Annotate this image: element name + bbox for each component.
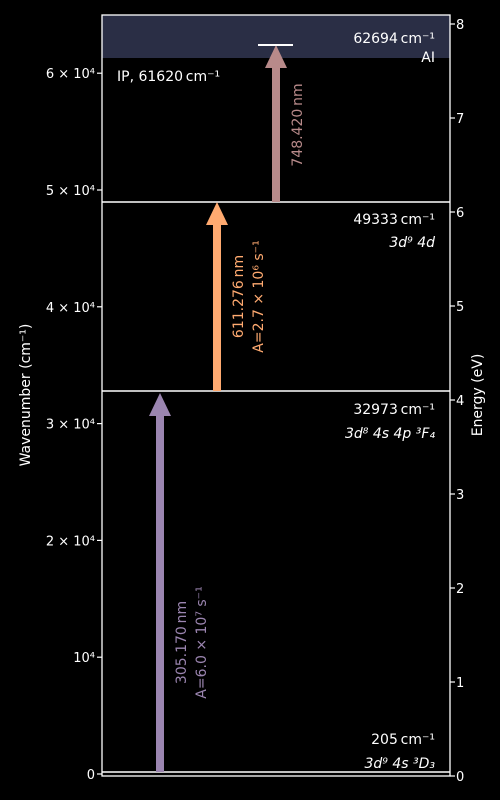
- right-tick-label: 8: [456, 18, 464, 33]
- left-tick-label: 6 × 10⁴: [46, 67, 95, 82]
- right-tick-label: 1: [456, 676, 464, 691]
- transition-arrow-head: [206, 202, 228, 225]
- left-tick-label: 0: [87, 768, 95, 783]
- right-tick-label: 0: [456, 770, 464, 785]
- level-config-label: 3d⁹ 4d: [389, 235, 435, 251]
- transition-rate-label: A=6.0 × 10⁷ s⁻¹: [194, 586, 210, 698]
- right-axis-label: Energy (eV): [470, 354, 486, 437]
- level-config-label: 3d⁸ 4s 4p ³F₄: [345, 426, 435, 442]
- transition-arrow-shaft: [213, 225, 221, 391]
- level-config-label: 3d⁹ 4s ³D₃: [364, 756, 435, 772]
- left-axis-label: Wavenumber (cm⁻¹): [18, 324, 34, 467]
- transition-wavelength-label: 305.170 nm: [174, 601, 190, 684]
- transition-arrow-head: [149, 393, 171, 416]
- transition-wavelength-label: 748.420 nm: [290, 83, 306, 166]
- level-energy-label: 49333 cm⁻¹: [353, 212, 435, 228]
- transition-wavelength-label: 611.276 nm: [231, 255, 247, 338]
- level-config-label: AI: [421, 50, 435, 66]
- right-tick-label: 7: [456, 112, 464, 127]
- ionization-potential-label: IP, 61620 cm⁻¹: [117, 69, 220, 85]
- right-tick-label: 2: [456, 582, 464, 597]
- transition-arrow-shaft: [272, 68, 280, 202]
- transition-arrow-head: [265, 45, 287, 68]
- left-tick-label: 10⁴: [73, 651, 95, 666]
- right-tick-label: 5: [456, 300, 464, 315]
- left-tick-label: 4 × 10⁴: [46, 301, 95, 316]
- right-tick-label: 6: [456, 206, 464, 221]
- left-tick-label: 2 × 10⁴: [46, 534, 95, 549]
- level-energy-label: 205 cm⁻¹: [371, 732, 435, 748]
- transition-rate-label: A=2.7 × 10⁶ s⁻¹: [251, 240, 267, 352]
- left-tick-label: 3 × 10⁴: [46, 418, 95, 433]
- right-tick-label: 3: [456, 488, 464, 503]
- level-energy-label: 32973 cm⁻¹: [353, 402, 435, 418]
- plot-frame: [101, 14, 451, 777]
- left-tick-label: 5 × 10⁴: [46, 184, 95, 199]
- right-tick-label: 4: [456, 394, 464, 409]
- transition-arrow-shaft: [156, 416, 164, 772]
- level-energy-label: 62694 cm⁻¹: [353, 31, 435, 47]
